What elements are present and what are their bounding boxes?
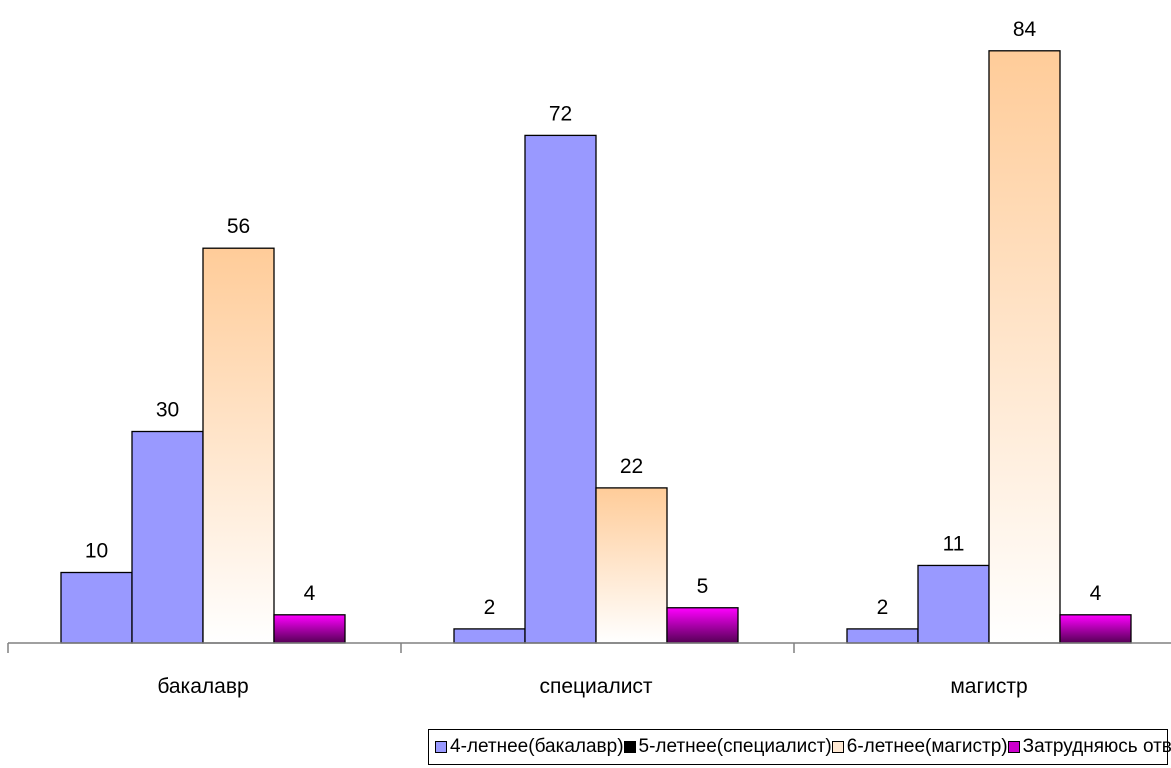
bar-undecided-2 [666, 607, 739, 644]
data-label-undecided-2: 5 [697, 575, 709, 598]
legend-label-4-year: 4-летнее(бакалавр) [450, 736, 624, 757]
legend-item-5-year: 5-летнее(специалист) [623, 736, 832, 758]
bar-6-year-1 [202, 247, 275, 644]
legend-swatch-6-year [831, 741, 844, 753]
bar-undecided-3 [1059, 614, 1132, 644]
data-label-4-year-2: 2 [484, 596, 496, 619]
legend-label-6-year: 6-летнее(магистр) [846, 736, 1008, 757]
data-label-6-year-2: 22 [620, 455, 643, 478]
bar-6-year-2 [595, 487, 668, 644]
bar-4-year-3 [846, 628, 919, 644]
legend-label-undecided: Затрудняюсь ответить [1022, 736, 1171, 757]
data-label-6-year-1: 56 [227, 215, 250, 238]
data-label-6-year-3: 84 [1013, 18, 1037, 41]
bar-5-year-1 [131, 430, 204, 644]
data-labels-group: 10 30 56 4 2 72 22 5 2 11 84 4 [85, 18, 1102, 619]
data-label-5-year-1: 30 [156, 399, 179, 422]
data-label-5-year-2: 72 [549, 102, 572, 125]
legend-label-5-year: 5-летнее(специалист) [638, 736, 832, 757]
bar-chart: 10 30 56 4 2 72 22 5 2 11 84 4 бакалавр специалист ма… [7, 18, 1171, 698]
data-label-4-year-1: 10 [85, 540, 108, 563]
data-label-5-year-3: 11 [943, 532, 965, 555]
category-label-3: магистр [950, 675, 1027, 698]
legend-item-undecided: Затрудняюсь ответить [1007, 736, 1171, 758]
category-label-1: бакалавр [157, 675, 248, 698]
legend-swatch-4-year [435, 741, 447, 753]
category-label-2: специалист [539, 675, 652, 698]
legend-swatch-undecided [1007, 741, 1020, 753]
data-label-4-year-3: 2 [877, 596, 889, 619]
data-label-undecided-1: 4 [304, 582, 316, 605]
legend: 4-летнее(бакалавр) 5-летнее(специалист) … [428, 729, 1171, 765]
bar-undecided-1 [273, 614, 346, 644]
legend-item-6-year: 6-летнее(магистр) [831, 736, 1008, 758]
bar-4-year-1 [60, 571, 133, 644]
legend-swatch-5-year [623, 741, 636, 753]
bar-4-year-2 [453, 628, 526, 644]
bar-5-year-3 [917, 564, 990, 644]
legend-item-4-year: 4-летнее(бакалавр) [435, 736, 624, 758]
data-label-undecided-3: 4 [1090, 582, 1102, 605]
bar-6-year-3 [988, 50, 1061, 644]
x-axis: бакалавр специалист магистр [7, 642, 1171, 698]
bars-group [60, 50, 1132, 644]
bar-5-year-2 [524, 134, 597, 644]
